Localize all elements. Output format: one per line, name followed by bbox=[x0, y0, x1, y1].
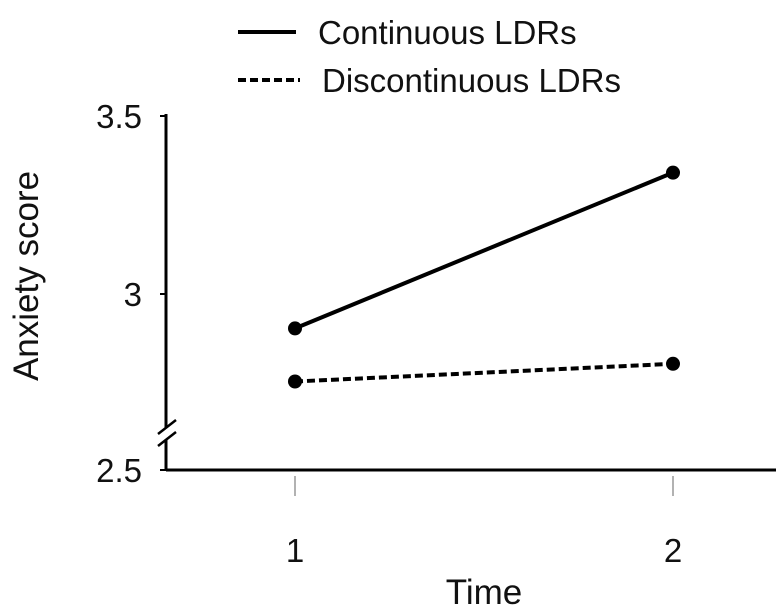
x-axis-label: Time bbox=[446, 573, 522, 610]
series-line-continuous-ldrs bbox=[294, 170, 674, 331]
series-layer bbox=[288, 165, 680, 389]
data-point-continuous-ldrs-2 bbox=[666, 165, 680, 180]
data-point-continuous-ldrs-1 bbox=[288, 321, 302, 336]
y-tick-label: 2.5 bbox=[96, 452, 142, 489]
legend: Continuous LDRs Discontinuous LDRs bbox=[238, 14, 621, 99]
data-point-discontinuous-ldrs-2 bbox=[666, 356, 680, 371]
y-axis-break-mark bbox=[157, 419, 177, 447]
data-point-discontinuous-ldrs-1 bbox=[288, 374, 302, 389]
y-tick-label: 3 bbox=[124, 276, 142, 313]
legend-label-discontinuous: Discontinuous LDRs bbox=[322, 62, 621, 99]
y-axis-label: Anxiety score bbox=[7, 171, 46, 381]
y-tick-label: 3.5 bbox=[96, 98, 142, 135]
x-tick-label: 1 bbox=[286, 532, 304, 569]
legend-label-continuous: Continuous LDRs bbox=[318, 14, 577, 51]
series-line-discontinuous-ldrs bbox=[294, 361, 674, 384]
x-tick-label: 2 bbox=[664, 532, 682, 569]
